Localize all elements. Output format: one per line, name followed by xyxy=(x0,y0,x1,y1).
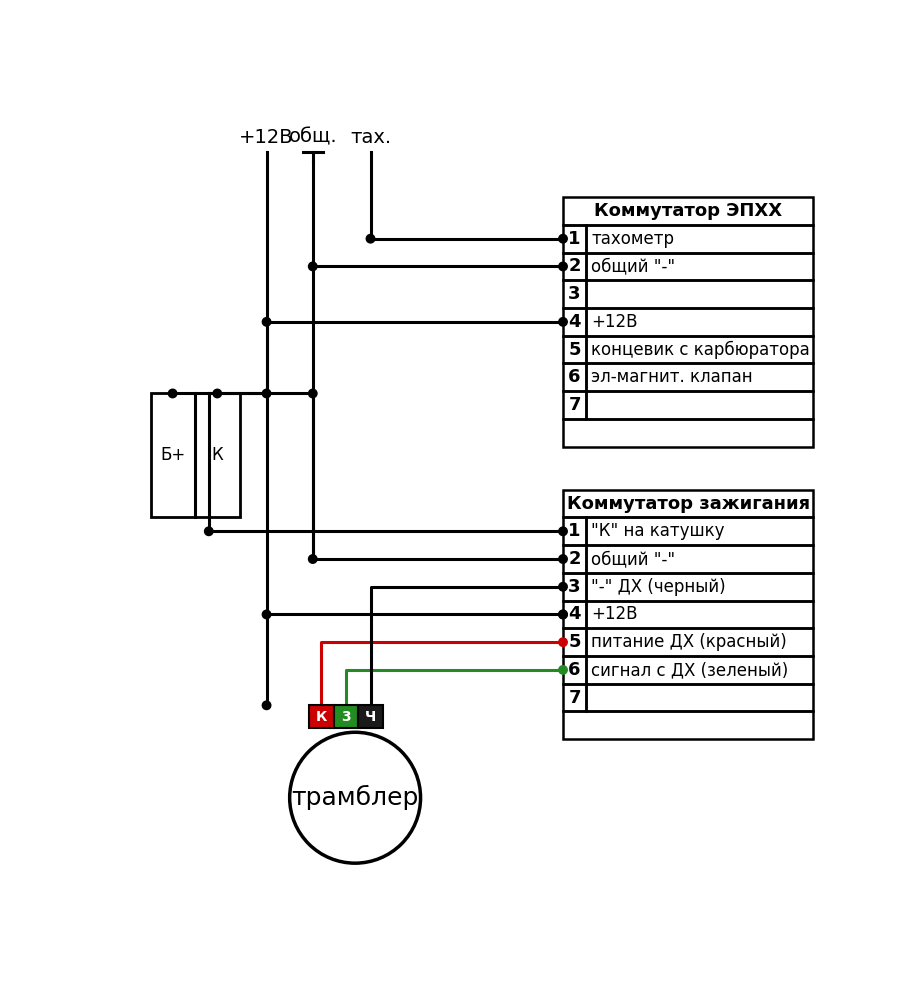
Bar xyxy=(586,252,813,280)
Text: тахометр: тахометр xyxy=(592,229,675,247)
Text: 7: 7 xyxy=(568,689,581,707)
Text: Коммутатор ЭПХХ: Коммутатор ЭПХХ xyxy=(594,202,782,220)
Circle shape xyxy=(559,528,567,536)
Text: эл-магнит. клапан: эл-магнит. клапан xyxy=(592,368,753,386)
Text: 3: 3 xyxy=(341,710,351,724)
Text: питание ДХ (красный): питание ДХ (красный) xyxy=(592,634,787,652)
Bar xyxy=(563,252,586,280)
Bar xyxy=(563,573,586,601)
Text: общий "-": общий "-" xyxy=(592,257,676,275)
Bar xyxy=(563,335,586,363)
Text: +12В: +12В xyxy=(592,606,638,624)
Circle shape xyxy=(366,234,374,243)
Text: К: К xyxy=(316,710,327,724)
Text: +12В: +12В xyxy=(239,127,294,146)
Text: 1: 1 xyxy=(568,229,581,247)
Text: 6: 6 xyxy=(568,368,581,386)
Circle shape xyxy=(309,389,317,397)
Text: тах.: тах. xyxy=(350,127,391,146)
Circle shape xyxy=(262,611,271,619)
Bar xyxy=(586,391,813,418)
Bar xyxy=(151,393,239,517)
Circle shape xyxy=(559,611,567,619)
Bar xyxy=(586,629,813,656)
Bar xyxy=(563,391,586,418)
Bar xyxy=(586,546,813,573)
Text: общ.: общ. xyxy=(289,127,337,146)
Circle shape xyxy=(559,555,567,564)
Text: 3: 3 xyxy=(568,285,581,303)
Bar xyxy=(563,197,813,225)
Circle shape xyxy=(309,555,317,564)
Bar xyxy=(333,706,358,729)
Bar xyxy=(586,280,813,308)
Bar xyxy=(563,518,586,546)
Circle shape xyxy=(168,389,177,397)
Bar xyxy=(358,706,383,729)
Bar xyxy=(586,684,813,712)
Circle shape xyxy=(559,611,567,619)
Text: общий "-": общий "-" xyxy=(592,550,676,568)
Text: 7: 7 xyxy=(568,396,581,414)
Text: 4: 4 xyxy=(568,606,581,624)
Bar xyxy=(563,712,813,739)
Text: 5: 5 xyxy=(568,340,581,358)
Bar xyxy=(563,225,586,252)
Text: 5: 5 xyxy=(568,634,581,652)
Bar xyxy=(563,489,813,518)
Circle shape xyxy=(213,389,222,397)
Circle shape xyxy=(559,317,567,326)
Circle shape xyxy=(309,262,317,270)
Bar xyxy=(586,518,813,546)
Circle shape xyxy=(262,389,271,397)
Text: трамблер: трамблер xyxy=(291,785,419,810)
Text: Ч: Ч xyxy=(365,710,376,724)
Bar xyxy=(563,546,586,573)
Bar xyxy=(586,363,813,391)
Bar xyxy=(309,706,333,729)
Circle shape xyxy=(559,638,567,647)
Text: +12В: +12В xyxy=(592,313,638,331)
Bar xyxy=(586,601,813,629)
Text: концевик с карбюратора: концевик с карбюратора xyxy=(592,340,810,358)
Bar xyxy=(586,225,813,252)
Bar xyxy=(563,684,586,712)
Bar xyxy=(586,308,813,335)
Text: К: К xyxy=(212,446,223,464)
Text: "-" ДХ (черный): "-" ДХ (черный) xyxy=(592,578,726,596)
Circle shape xyxy=(262,317,271,326)
Text: 6: 6 xyxy=(568,661,581,679)
Bar xyxy=(586,335,813,363)
Circle shape xyxy=(559,666,567,674)
Text: 2: 2 xyxy=(568,257,581,275)
Text: Б+: Б+ xyxy=(160,446,185,464)
Text: 3: 3 xyxy=(568,578,581,596)
Bar xyxy=(563,418,813,446)
Circle shape xyxy=(559,262,567,270)
Bar xyxy=(586,573,813,601)
Bar xyxy=(586,656,813,684)
Bar xyxy=(563,280,586,308)
Circle shape xyxy=(205,528,213,536)
Circle shape xyxy=(559,583,567,591)
Text: "К" на катушку: "К" на катушку xyxy=(592,523,725,541)
Circle shape xyxy=(262,701,271,710)
Circle shape xyxy=(559,234,567,243)
Text: 2: 2 xyxy=(568,550,581,568)
Bar xyxy=(563,629,586,656)
Text: 4: 4 xyxy=(568,313,581,331)
Bar xyxy=(563,656,586,684)
Bar xyxy=(563,363,586,391)
Text: сигнал с ДХ (зеленый): сигнал с ДХ (зеленый) xyxy=(592,661,789,679)
Bar xyxy=(563,308,586,335)
Bar xyxy=(563,601,586,629)
Text: 1: 1 xyxy=(568,523,581,541)
Text: Коммутатор зажигания: Коммутатор зажигания xyxy=(567,494,810,513)
